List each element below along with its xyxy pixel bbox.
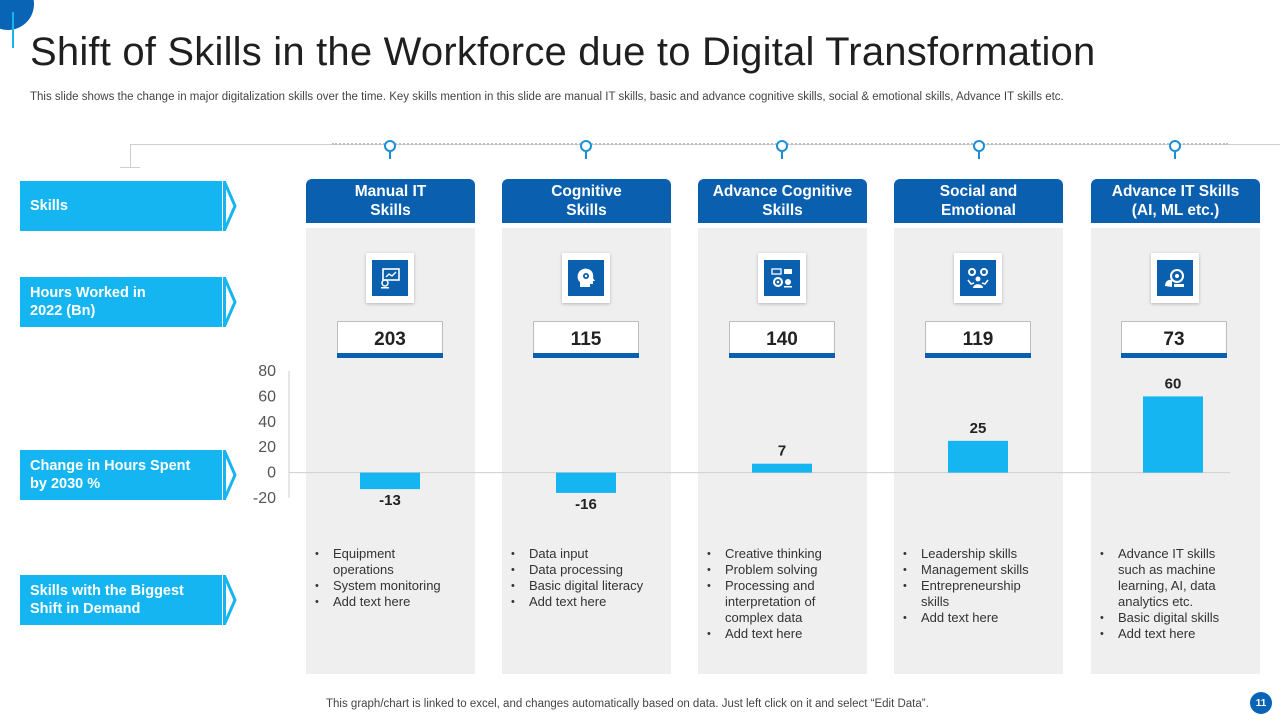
row-label-shift: Skills with the Biggest Shift in Demand	[20, 575, 237, 625]
chart-bar	[360, 472, 420, 490]
row-label-skills: Skills	[20, 181, 237, 231]
bullet-item: Data input	[511, 546, 652, 562]
hours-underline	[533, 353, 639, 358]
hours-underline	[729, 353, 835, 358]
hours-value: 119	[925, 321, 1031, 358]
timeline-drop	[130, 144, 131, 168]
timeline-pin-icon	[1169, 140, 1181, 159]
ai-brain-icon	[1165, 269, 1184, 287]
bullet-item: Add text here	[511, 594, 652, 610]
column-header: Cognitive Skills	[502, 179, 671, 223]
column-icon-box	[562, 253, 610, 303]
row-label-change: Change in Hours Spent by 2030 %	[20, 450, 237, 500]
column-icon-box	[954, 253, 1002, 303]
column-header-text: Advance IT Skills (AI, ML etc.)	[1111, 183, 1240, 219]
timeline-pin-icon	[384, 140, 396, 159]
row-label-shift-text: Skills with the Biggest Shift in Demand	[30, 583, 184, 617]
bullet-item: Basic digital skills	[1100, 610, 1241, 626]
bullet-item: Processing and interpretation of complex…	[707, 578, 825, 626]
bullet-item: System monitoring	[315, 578, 456, 594]
y-tick-label: 80	[258, 363, 276, 380]
hours-underline	[337, 353, 443, 358]
footer-note: This graph/chart is linked to excel, and…	[326, 698, 929, 710]
column-header-text: Manual IT Skills	[354, 183, 427, 219]
bullet-item: Add text here	[1100, 626, 1241, 642]
bullet-list: Leadership skills Management skills Entr…	[894, 546, 1044, 626]
bullet-item: Add text here	[315, 594, 456, 610]
column-header: Advance Cognitive Skills	[698, 179, 867, 223]
bar-data-label: 7	[778, 443, 786, 460]
bullet-item: Entrepreneurship skills	[903, 578, 1031, 610]
y-tick-label: 60	[258, 388, 276, 405]
column-icon-box	[758, 253, 806, 303]
column-header-text: Advance Cognitive Skills	[712, 183, 853, 219]
bar-data-label: -16	[575, 496, 597, 513]
chevron-right-icon	[222, 450, 237, 500]
bar-data-label: 25	[970, 420, 987, 437]
row-label-skills-text: Skills	[30, 198, 68, 214]
computer-settings-icon	[381, 268, 400, 289]
y-tick-label: 20	[258, 439, 276, 456]
bullet-item: Leadership skills	[903, 546, 1044, 562]
page-title: Shift of Skills in the Workforce due to …	[30, 30, 1096, 74]
column-header: Advance IT Skills (AI, ML etc.)	[1091, 179, 1260, 223]
bullet-list: Equipment operations System monitoring A…	[306, 546, 456, 610]
hours-value: 115	[533, 321, 639, 358]
hours-underline	[925, 353, 1031, 358]
timeline-foot	[120, 167, 140, 168]
row-label-hours: Hours Worked in 2022 (Bn)	[20, 277, 237, 327]
column-header-text: Cognitive Skills	[551, 183, 622, 219]
column-icon-box	[366, 253, 414, 303]
y-tick-label: 40	[258, 414, 276, 431]
bullet-item: Creative thinking	[707, 546, 848, 562]
bullet-item: Basic digital literacy	[511, 578, 652, 594]
column-header-text: Social and Emotional	[939, 183, 1018, 219]
chart-bar	[1143, 396, 1203, 473]
page-number: 11	[1250, 692, 1272, 714]
bullet-item: Equipment operations	[315, 546, 456, 578]
chevron-right-icon	[222, 575, 237, 625]
corner-accent-line	[12, 12, 14, 48]
chevron-right-icon	[222, 181, 237, 231]
bullet-list: Advance IT skills such as machine learni…	[1091, 546, 1241, 642]
hours-value: 73	[1121, 321, 1227, 358]
bar-data-label: -13	[379, 492, 401, 509]
people-gears-icon	[967, 268, 989, 288]
head-gear-icon	[577, 268, 595, 287]
bullet-list: Data input Data processing Basic digital…	[502, 546, 652, 610]
column-header: Manual IT Skills	[306, 179, 475, 223]
row-label-hours-text: Hours Worked in 2022 (Bn)	[30, 285, 146, 319]
bullet-item: Problem solving	[707, 562, 848, 578]
bar-data-label: 60	[1165, 375, 1182, 392]
bullet-item: Add text here	[903, 610, 1044, 626]
hours-value: 140	[729, 321, 835, 358]
y-tick-label: -20	[253, 490, 276, 507]
column-icon-box	[1151, 253, 1199, 303]
gears-analytics-icon	[771, 268, 792, 288]
bullet-item: Management skills	[903, 562, 1044, 578]
hours-underline	[1121, 353, 1227, 358]
chart-bar	[752, 463, 812, 473]
bullet-item: Advance IT skills such as machine learni…	[1100, 546, 1228, 610]
page-subtitle: This slide shows the change in major dig…	[30, 91, 1064, 103]
chevron-right-icon	[222, 277, 237, 327]
timeline-pin-icon	[580, 140, 592, 159]
timeline-pin-icon	[776, 140, 788, 159]
bullet-item: Add text here	[707, 626, 848, 642]
y-tick-label: 0	[267, 465, 276, 482]
row-label-change-text: Change in Hours Spent by 2030 %	[30, 458, 191, 492]
chart-bar	[948, 440, 1008, 473]
chart-bar	[556, 472, 616, 493]
timeline-pin-icon	[973, 140, 985, 159]
column-header: Social and Emotional	[894, 179, 1063, 223]
bullet-item: Data processing	[511, 562, 652, 578]
bullet-list: Creative thinking Problem solving Proces…	[698, 546, 848, 642]
